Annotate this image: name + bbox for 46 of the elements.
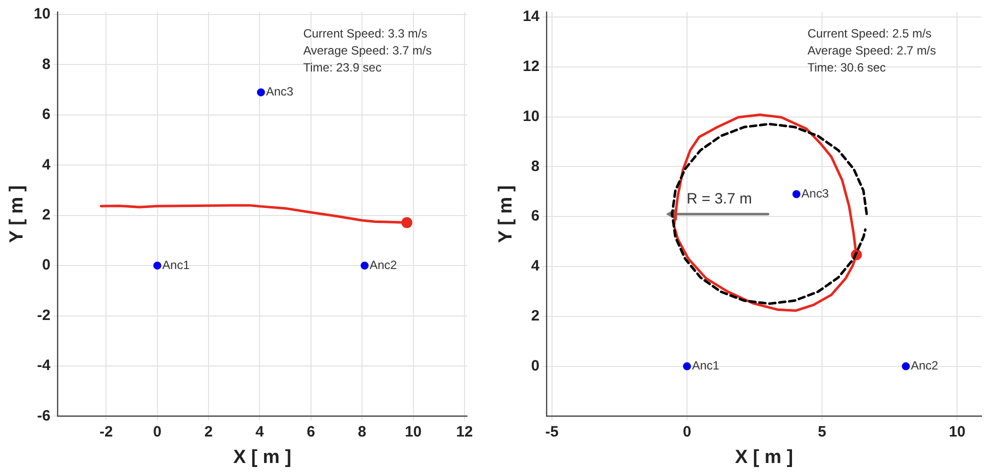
y-axis-title: Y [ m ] — [496, 185, 517, 243]
annotation: R = 3.7 m — [686, 190, 752, 208]
annotation: Anc3 — [266, 84, 294, 99]
x-tick-label: 10 — [404, 423, 422, 440]
x-axis-title: X [ m ] — [734, 446, 794, 468]
y-tick-label: 10 — [522, 108, 540, 125]
y-tick-label: 2 — [531, 308, 540, 325]
x-tick-label: -5 — [545, 423, 559, 440]
y-tick-label: 4 — [531, 258, 540, 275]
x-tick-label: 5 — [818, 423, 826, 440]
annotation: Anc2 — [370, 258, 398, 272]
y-axis-title: Y [ m ] — [6, 185, 28, 243]
annotation: Time: 30.6 sec — [807, 60, 886, 74]
x-tick-label: 6 — [306, 423, 316, 440]
x-tick-label: 12 — [456, 423, 473, 440]
annotation: Anc3 — [801, 186, 830, 200]
y-tick-label: 10 — [34, 6, 50, 23]
y-tick-label: 8 — [531, 158, 540, 175]
annotation: Anc1 — [162, 258, 190, 272]
y-tick-label: 6 — [531, 208, 540, 225]
annotation: Current Speed: 2.5 m/s — [807, 26, 932, 40]
x-tick-label: 2 — [204, 423, 213, 440]
x-tick-label: 10 — [948, 423, 966, 440]
y-tick-label: -4 — [37, 357, 52, 374]
y-tick-label: 8 — [42, 56, 50, 73]
annotation: Anc1 — [692, 358, 720, 373]
x-tick-label: 4 — [256, 423, 265, 440]
x-axis-title: X [ m ] — [233, 446, 292, 468]
annotation: Current Speed: 3.3 m/s — [303, 26, 428, 40]
annotation: Average Speed: 2.7 m/s — [807, 43, 936, 58]
annotation: Anc2 — [910, 358, 939, 373]
annotation: Average Speed: 3.7 m/s — [303, 43, 432, 58]
annotation: Time: 23.9 sec — [303, 60, 382, 74]
y-tick-label: 12 — [522, 58, 540, 76]
y-tick-label: 6 — [42, 106, 50, 124]
x-tick-label: -2 — [99, 423, 113, 440]
y-tick-label: -6 — [37, 407, 50, 424]
y-tick-label: -2 — [37, 306, 50, 324]
x-tick-label: 0 — [153, 423, 162, 440]
y-tick-label: 14 — [522, 8, 540, 26]
y-tick-label: 4 — [42, 156, 52, 174]
y-tick-label: 0 — [531, 357, 540, 374]
x-tick-label: 8 — [358, 423, 366, 440]
y-tick-label: 2 — [42, 206, 50, 224]
x-tick-label: 0 — [682, 423, 692, 440]
y-tick-label: 0 — [42, 256, 50, 274]
